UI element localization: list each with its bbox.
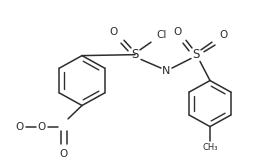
Text: Cl: Cl <box>157 31 167 41</box>
Text: O: O <box>220 31 228 41</box>
Text: O: O <box>173 27 181 37</box>
Text: O: O <box>38 122 46 131</box>
Text: N: N <box>162 66 170 76</box>
Text: O: O <box>15 122 23 131</box>
Text: S: S <box>192 48 200 61</box>
Text: S: S <box>131 48 139 61</box>
Text: O: O <box>110 27 118 37</box>
Text: O: O <box>60 149 68 159</box>
Text: CH₃: CH₃ <box>202 143 218 152</box>
